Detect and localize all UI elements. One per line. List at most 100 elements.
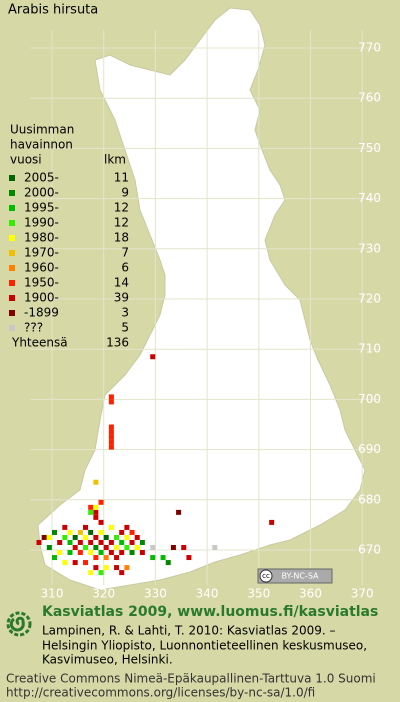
record-square	[93, 514, 99, 520]
cc-badge: cc BY-NC-SA	[257, 568, 333, 584]
record-square	[77, 550, 83, 556]
record-square	[108, 524, 114, 530]
record-square	[114, 534, 120, 540]
record-square	[93, 545, 99, 550]
record-square	[72, 545, 78, 550]
record-square	[77, 529, 83, 535]
record-square	[119, 550, 125, 556]
record-square	[98, 550, 104, 556]
record-square	[98, 519, 104, 525]
record-square	[181, 545, 187, 550]
legend-label: 1900-	[24, 291, 59, 305]
cc-label: BY-NC-SA	[281, 572, 319, 581]
record-square	[129, 550, 135, 556]
y-tick-label: 770	[358, 41, 381, 55]
record-square	[165, 560, 171, 566]
legend-swatch	[9, 280, 15, 286]
record-square	[160, 555, 166, 561]
record-square	[98, 539, 104, 545]
record-square	[46, 534, 52, 540]
record-square	[134, 545, 140, 550]
legend-count: 14	[114, 276, 129, 290]
record-square	[114, 565, 120, 571]
record-square	[93, 504, 99, 510]
record-square	[62, 534, 68, 540]
record-square	[150, 354, 156, 360]
record-square	[72, 534, 78, 540]
record-square	[62, 524, 68, 530]
record-square	[103, 555, 109, 561]
legend-swatch	[9, 265, 15, 271]
record-square	[124, 545, 130, 550]
legend-label: 1960-	[24, 261, 59, 275]
record-square	[212, 545, 218, 550]
record-square	[88, 550, 94, 556]
record-square	[124, 524, 130, 530]
x-tick-label: 320	[92, 587, 115, 601]
y-tick-label: 750	[358, 141, 381, 155]
record-square	[150, 545, 156, 550]
record-square	[41, 534, 47, 540]
x-tick-label: 360	[299, 587, 322, 601]
record-square	[108, 439, 114, 445]
record-square	[119, 539, 125, 545]
x-tick-label: 310	[41, 587, 64, 601]
x-tick-label: 340	[196, 587, 219, 601]
record-square	[83, 534, 89, 540]
footer-headline: Kasviatlas 2009, www.luomus.fi/kasviatla…	[42, 604, 378, 620]
species-title: Arabis hirsuta	[8, 3, 98, 18]
record-square	[108, 539, 114, 545]
record-square	[186, 555, 192, 561]
legend-label: 1995-	[24, 201, 59, 215]
record-square	[108, 399, 114, 405]
record-square	[88, 529, 94, 535]
legend-swatch	[9, 175, 15, 181]
legend-label: 2000-	[24, 186, 59, 200]
record-square	[114, 545, 120, 550]
legend-swatch	[9, 250, 15, 256]
record-square	[108, 550, 114, 556]
y-tick-label: 690	[358, 442, 381, 456]
record-square	[77, 539, 83, 545]
record-square	[67, 529, 73, 535]
legend-count: 9	[121, 186, 129, 200]
legend-swatch	[9, 220, 15, 226]
citation-line: Helsingin Yliopisto, Luonnontieteellinen…	[42, 639, 367, 653]
legend-swatch	[9, 190, 15, 196]
record-square	[57, 539, 63, 545]
record-square	[93, 534, 99, 540]
legend-label: -1899	[24, 306, 59, 320]
legend-label: 2005-	[24, 171, 59, 185]
record-square	[67, 550, 73, 556]
y-tick-label: 740	[358, 191, 381, 205]
legend-count-heading: lkm	[104, 153, 126, 167]
record-square	[139, 539, 145, 545]
y-tick-label: 680	[358, 492, 381, 506]
record-square	[88, 504, 94, 510]
cc-symbol: cc	[262, 572, 270, 580]
logo	[6, 611, 32, 637]
record-square	[93, 509, 99, 515]
record-square	[114, 555, 120, 561]
record-square	[46, 545, 52, 550]
x-tick-label: 370	[351, 587, 374, 601]
legend-label: 1980-	[24, 231, 59, 245]
record-square	[170, 545, 176, 550]
record-square	[119, 570, 125, 576]
x-tick-label: 350	[247, 587, 270, 601]
record-square	[124, 565, 130, 571]
record-square	[88, 539, 94, 545]
legend-count: 6	[121, 261, 129, 275]
record-square	[129, 529, 135, 535]
legend-count: 12	[114, 216, 129, 230]
legend-label: 1970-	[24, 246, 59, 260]
record-square	[88, 509, 94, 515]
legend-heading: vuosi	[10, 153, 42, 167]
record-square	[108, 429, 114, 435]
citation-line: Kasvimuseo, Helsinki.	[42, 653, 173, 667]
record-square	[83, 524, 89, 530]
record-square	[72, 560, 78, 566]
record-square	[108, 394, 114, 400]
legend-total-label: Yhteensä	[11, 336, 68, 350]
